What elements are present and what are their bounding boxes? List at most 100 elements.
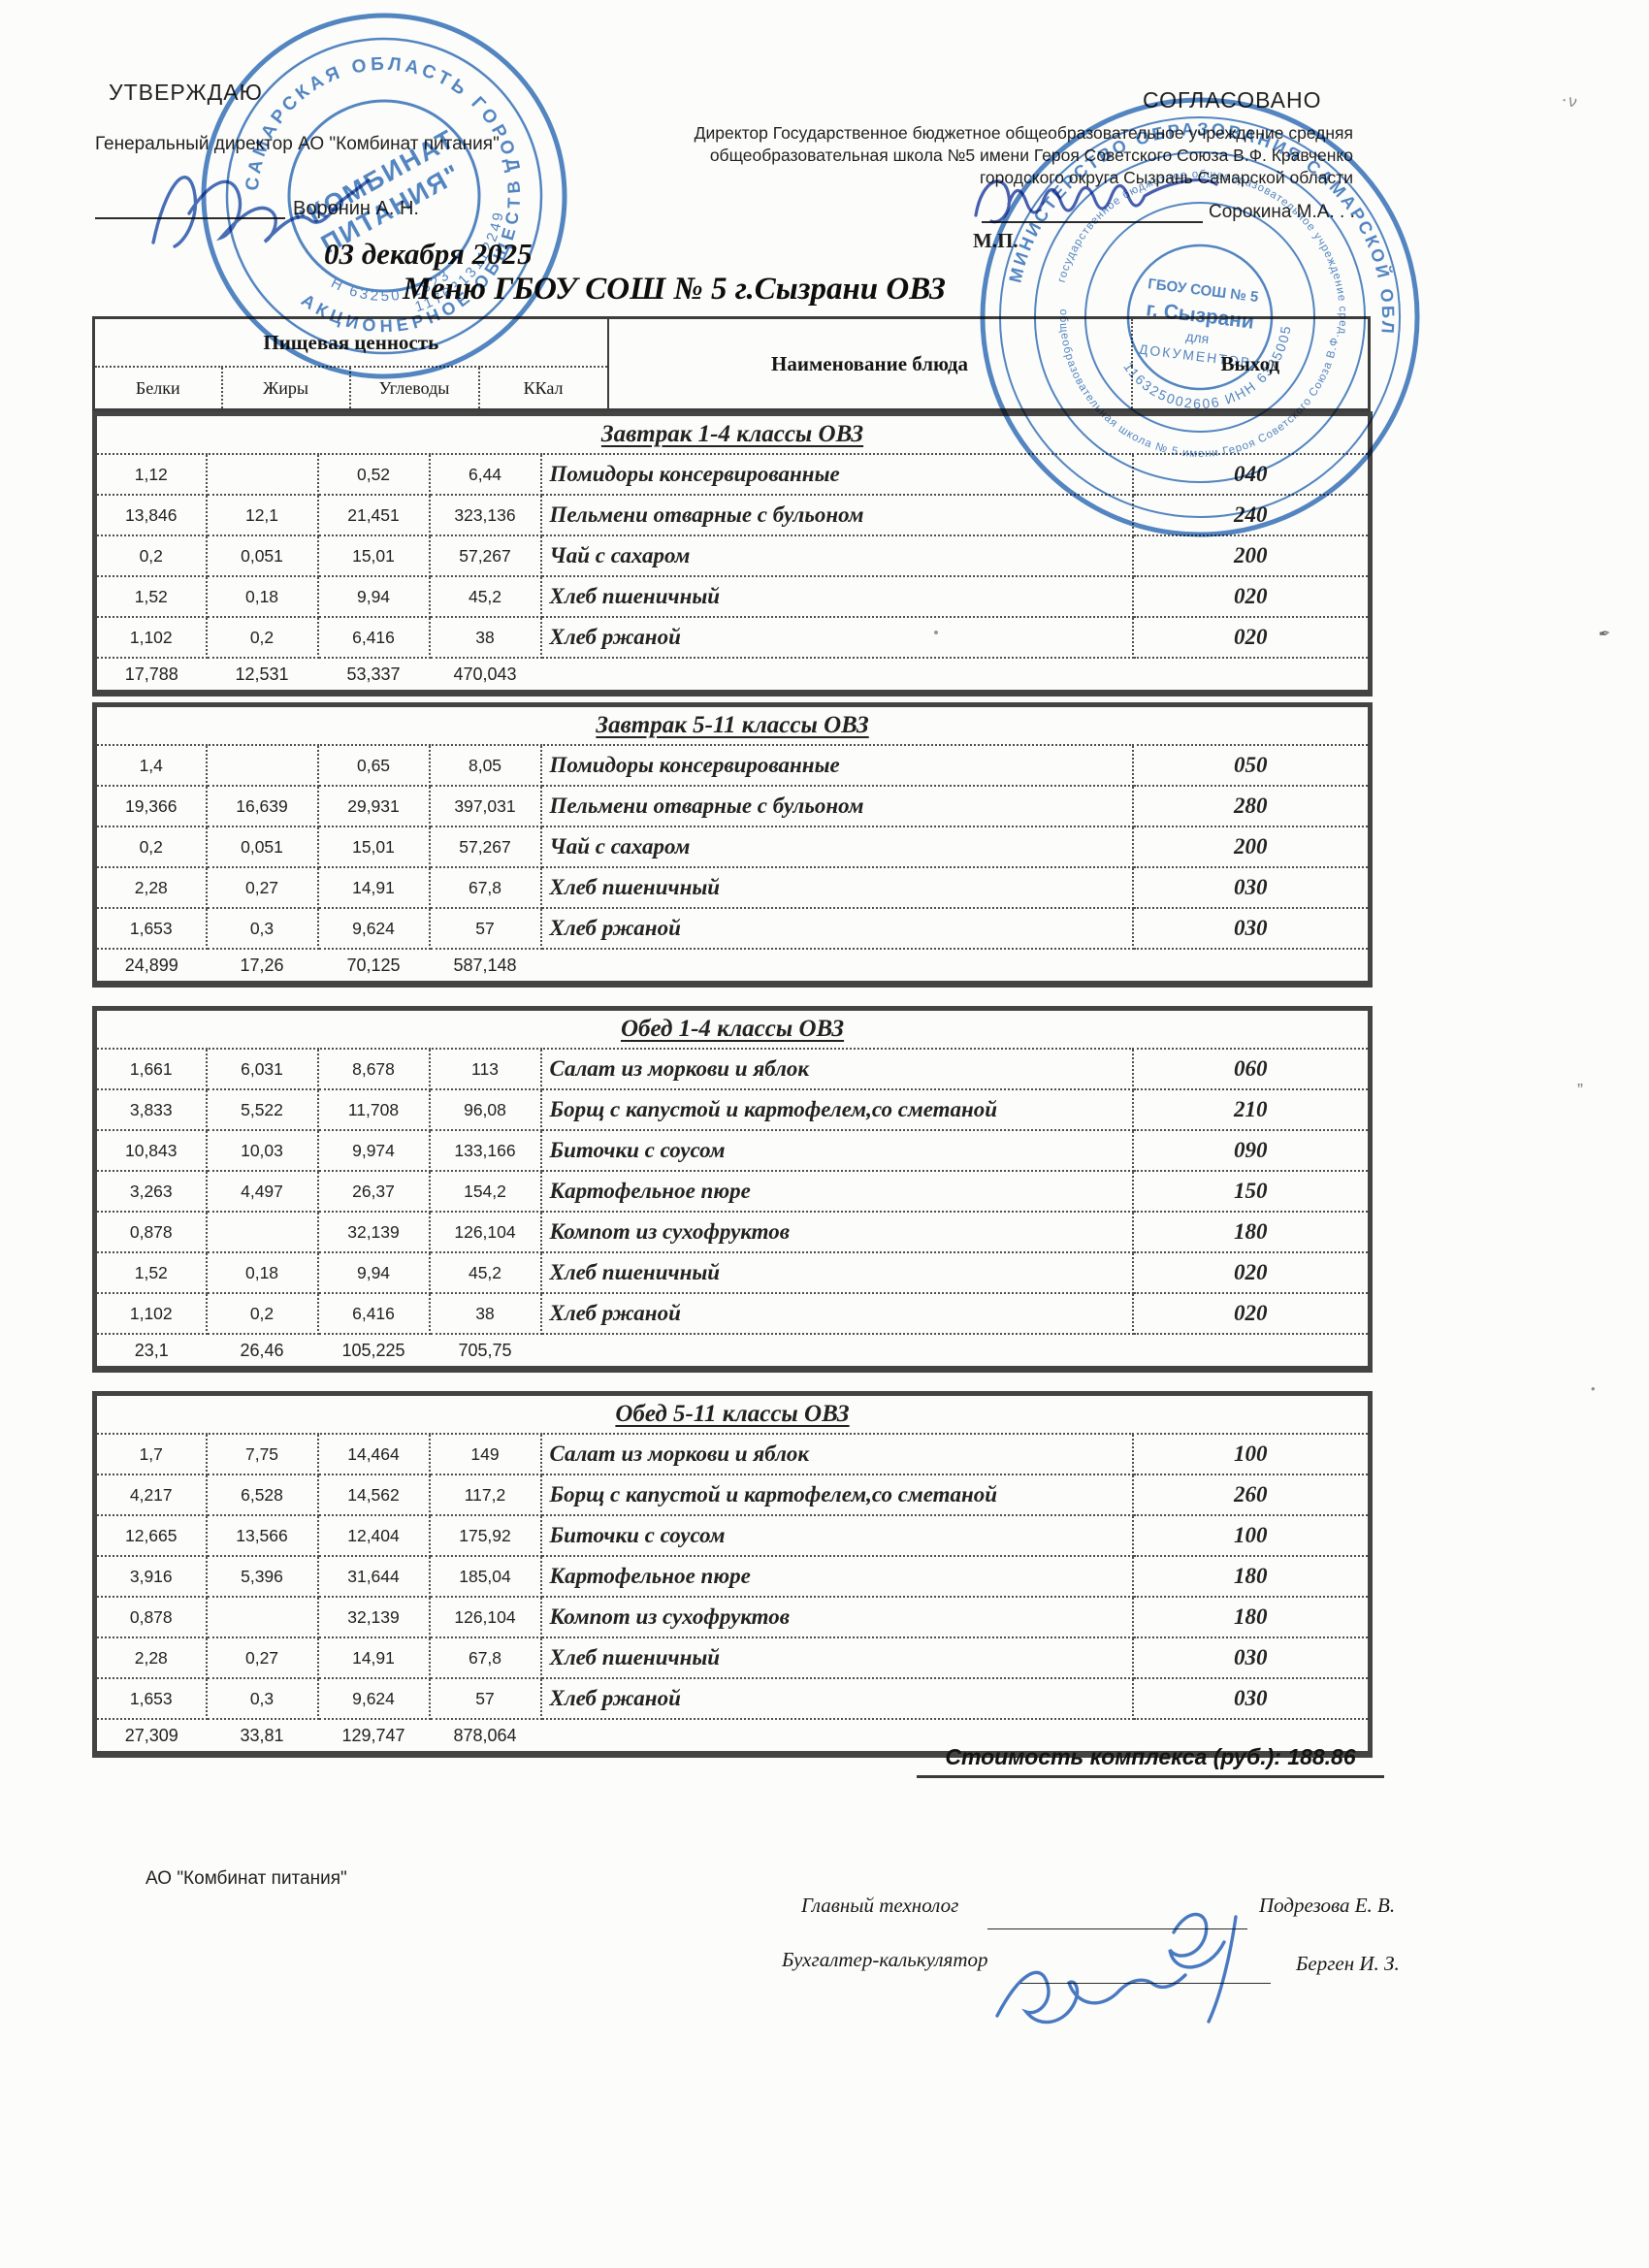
dish-row: 12,665 13,566 12,404 175,92 Биточки с соусом… [94, 1515, 1371, 1557]
dish-name: Помидоры консервированные [540, 745, 1134, 787]
nutrition-value: 13,846 [94, 495, 208, 536]
scan-artifact: • [1591, 1381, 1596, 1396]
dish-output: 050 [1132, 745, 1371, 787]
totals-row: 27,309 33,81 129,747 878,064 [95, 1719, 1371, 1755]
nutrition-value: 0,878 [94, 1212, 208, 1253]
agree-line-2: общеобразовательная школа №5 имени Героя… [709, 146, 1353, 166]
nutrition-value: 397,031 [429, 786, 542, 827]
dish-output: 030 [1132, 1678, 1371, 1720]
dish-name: Хлеб ржаной [540, 1293, 1134, 1335]
nutrition-value: 2,28 [94, 867, 208, 909]
nutrition-value: 31,644 [317, 1556, 431, 1598]
total-value: 129,747 [341, 1725, 405, 1745]
dish-output: 200 [1132, 535, 1371, 577]
nutrition-value: 15,01 [317, 535, 431, 577]
scan-artifact: ✒ [1597, 625, 1612, 643]
nutrition-value: 13,566 [206, 1515, 319, 1557]
nutrition-value: 14,464 [317, 1434, 431, 1475]
nutrition-value: 12,1 [206, 495, 319, 536]
dish-row: 0,2 0,051 15,01 57,267 Чай с сахаром 200 [94, 535, 1371, 577]
nutrition-value: 126,104 [429, 1597, 542, 1638]
nutrition-value: 29,931 [317, 786, 431, 827]
nutrition-value: 32,139 [317, 1212, 431, 1253]
dish-row: 0,878 32,139 126,104 Компот из сухофруктов 1… [94, 1597, 1371, 1638]
dish-row: 0,878 32,139 126,104 Компот из сухофруктов 1… [94, 1212, 1371, 1253]
nutrition-value: 1,653 [94, 1678, 208, 1720]
col-kcal: ККал [478, 367, 609, 410]
dish-name: Хлеб ржаной [540, 908, 1134, 950]
nutrition-value [206, 1212, 319, 1253]
nutrition-value: 4,497 [206, 1171, 319, 1213]
accountant-label: Бухгалтер-калькулятор [782, 1948, 988, 1971]
dish-name: Хлеб пшеничный [540, 576, 1134, 618]
nutrition-value: 6,416 [317, 1293, 431, 1335]
nutrition-value: 38 [429, 617, 542, 659]
dish-row: 1,4 0,65 8,05 Помидоры консервированные 050 [94, 745, 1371, 787]
approve-subtitle: Генеральный директор АО "Комбинат питани… [95, 134, 500, 154]
nutrition-value: 175,92 [429, 1515, 542, 1557]
total-value: 27,309 [124, 1725, 178, 1745]
nutrition-value: 14,91 [317, 867, 431, 909]
dish-row: 10,843 10,03 9,974 133,166 Биточки с соусом 0… [94, 1130, 1371, 1172]
menu-section-table: Обед 5-11 классы ОВЗ 1,7 7,75 14,464 149 Сала… [92, 1391, 1373, 1758]
nutrition-value: 0,65 [317, 745, 431, 787]
nutrition-value: 2,28 [94, 1637, 208, 1679]
nutrition-value: 67,8 [429, 867, 542, 909]
columns-header-table: Пищевая ценность Наименование блюда Выхо… [92, 316, 1372, 411]
dish-row: 1,7 7,75 14,464 149 Салат из моркови и яблок… [94, 1434, 1371, 1475]
dish-row: 1,653 0,3 9,624 57 Хлеб ржаной 030 [94, 1678, 1371, 1720]
nutrition-value: 96,08 [429, 1089, 542, 1131]
nutrition-value: 0,2 [94, 826, 208, 868]
dish-output: 180 [1132, 1597, 1371, 1638]
total-value: 53,337 [346, 664, 401, 684]
technologist-name: Подрезова Е. В. [1259, 1894, 1396, 1917]
dish-output: 030 [1132, 867, 1371, 909]
dish-row: 1,102 0,2 6,416 38 Хлеб ржаной 020 [94, 1293, 1371, 1335]
nutrition-value: 0,3 [206, 1678, 319, 1720]
total-value: 23,1 [134, 1340, 169, 1360]
technologist-label: Главный технолог [801, 1894, 959, 1917]
nutrition-value: 9,624 [317, 908, 431, 950]
nutrition-value: 0,2 [206, 617, 319, 659]
total-value: 587,148 [453, 955, 517, 975]
dish-row: 4,217 6,528 14,562 117,2 Борщ с капустой и к… [94, 1474, 1371, 1516]
dish-output: 030 [1132, 908, 1371, 950]
nutrition-value: 3,916 [94, 1556, 208, 1598]
nutrition-value: 8,678 [317, 1049, 431, 1090]
totals-row: 23,1 26,46 105,225 705,75 [95, 1334, 1371, 1370]
dish-row: 1,653 0,3 9,624 57 Хлеб ржаной 030 [94, 908, 1371, 950]
total-value: 470,043 [453, 664, 517, 684]
totals-row: 17,788 12,531 53,337 470,043 [95, 658, 1371, 694]
nutrition-value: 9,974 [317, 1130, 431, 1172]
nutrition-value: 45,2 [429, 1252, 542, 1294]
output-column-header: Выход [1220, 351, 1280, 375]
section-title: Завтрак 5-11 классы ОВЗ [94, 704, 1371, 746]
total-value: 17,788 [124, 664, 178, 684]
school-round-stamp: МИНИСТЕРСТВО ОБРАЗОВАНИЯ САМАРСКОЙ ОБЛАС… [953, 63, 1426, 537]
dish-output: 020 [1132, 1252, 1371, 1294]
dish-output: 260 [1132, 1474, 1371, 1516]
nutrition-value: 8,05 [429, 745, 542, 787]
nutrition-value: 0,051 [206, 826, 319, 868]
dish-name: Картофельное пюре [540, 1556, 1134, 1598]
nutrition-value: 1,102 [94, 1293, 208, 1335]
nutrition-value: 3,833 [94, 1089, 208, 1131]
nutrition-value: 26,37 [317, 1171, 431, 1213]
scan-artifact: ٠ν [1558, 89, 1579, 112]
col-protein: Белки [93, 367, 223, 410]
nutrition-value: 149 [429, 1434, 542, 1475]
nutrition-value: 57 [429, 908, 542, 950]
total-value: 24,899 [124, 955, 178, 975]
nutrition-value: 113 [429, 1049, 542, 1090]
col-fat: Жиры [221, 367, 351, 410]
dish-name: Хлеб пшеничный [540, 1252, 1134, 1294]
nutrition-value: 57,267 [429, 826, 542, 868]
nutrition-value: 126,104 [429, 1212, 542, 1253]
signature-line-left [95, 217, 285, 219]
dish-name: Компот из сухофруктов [540, 1597, 1134, 1638]
signature-line-right [982, 221, 1203, 223]
nutrition-value: 9,624 [317, 1678, 431, 1720]
dish-row: 13,846 12,1 21,451 323,136 Пельмени отварные… [94, 495, 1371, 536]
dish-row: 3,916 5,396 31,644 185,04 Картофельное пюре 1… [94, 1556, 1371, 1598]
dish-name: Компот из сухофруктов [540, 1212, 1134, 1253]
